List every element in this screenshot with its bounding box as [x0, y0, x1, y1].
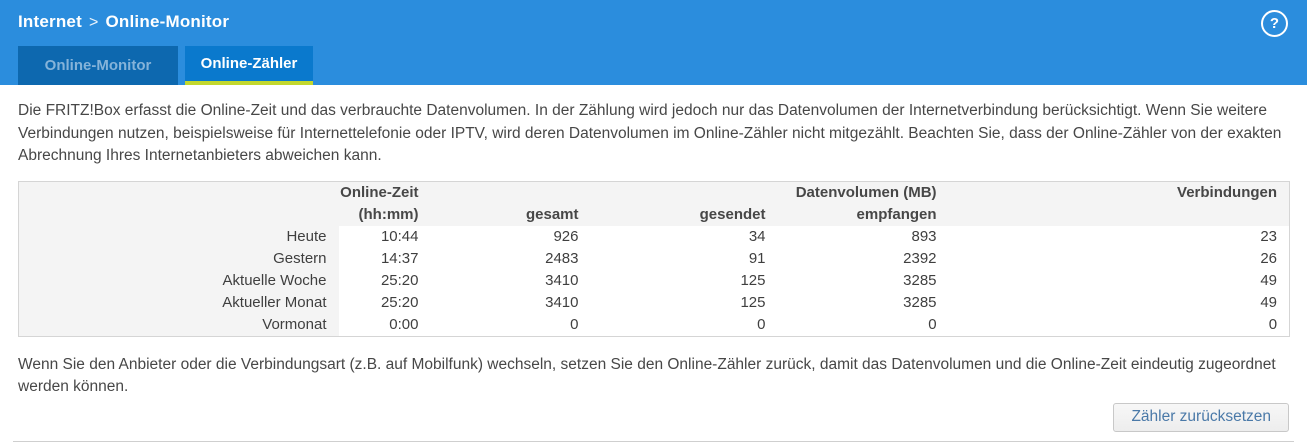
table-row-vormonat: Vormonat 0:00 0 0 0 0 [18, 313, 1290, 336]
table-row-aktuelle-woche: Aktuelle Woche 25:20 3410 125 3285 49 [18, 269, 1290, 292]
cell-online-zeit: 14:37 [380, 250, 419, 267]
cell-empfangen: 3285 [903, 294, 937, 311]
page-header: Internet > Online-Monitor ? Online-Monitor… [0, 0, 1307, 85]
cell-verbindungen: 0 [1268, 316, 1278, 333]
table-header-row-2: (hh:mm) gesamt gesendet empfangen [18, 203, 1290, 226]
table-row-gestern: Gestern 14:37 2483 91 2392 26 [18, 247, 1290, 270]
cell-gesamt: 0 [570, 316, 579, 333]
row-label: Heute [18, 225, 339, 248]
cell-gesamt: 926 [553, 228, 579, 245]
tab-online-zaehler[interactable]: Online-Zähler [185, 46, 313, 85]
cell-gesendet: 125 [740, 272, 766, 289]
table-row-aktueller-monat: Aktueller Monat 25:20 3410 125 3285 49 [18, 291, 1290, 314]
col-header-gesamt: gesamt [525, 206, 579, 223]
cell-gesamt: 2483 [545, 250, 579, 267]
footer-divider [13, 440, 1294, 442]
main-content: Die FRITZ!Box erfasst die Online-Zeit un… [0, 85, 1307, 432]
row-label: Gestern [18, 247, 339, 270]
col-header-gesendet: gesendet [699, 206, 766, 223]
online-counter-table: Online-Zeit Datenvolumen (MB) Verbindung… [18, 180, 1291, 337]
table-header-row-1: Online-Zeit Datenvolumen (MB) Verbindung… [18, 181, 1290, 204]
cell-empfangen: 0 [928, 316, 937, 333]
col-header-online-zeit: Online-Zeit [340, 184, 419, 201]
row-label: Aktuelle Woche [18, 269, 339, 292]
breadcrumb: Internet > Online-Monitor [18, 12, 229, 32]
cell-verbindungen: 23 [1260, 228, 1278, 245]
breadcrumb-page: Online-Monitor [105, 12, 230, 31]
tab-bar: Online-Monitor Online-Zähler [18, 46, 313, 85]
row-label: Aktueller Monat [18, 291, 339, 314]
col-header-empfangen: empfangen [856, 206, 937, 223]
cell-verbindungen: 26 [1260, 250, 1278, 267]
cell-empfangen: 3285 [903, 272, 937, 289]
row-label: Vormonat [18, 313, 339, 336]
cell-online-zeit: 25:20 [380, 272, 419, 289]
header-spacer [949, 204, 1290, 226]
cell-online-zeit: 25:20 [380, 294, 419, 311]
button-row: Zähler zurücksetzen [18, 402, 1289, 432]
cell-gesamt: 3410 [545, 294, 579, 311]
cell-gesamt: 3410 [545, 272, 579, 289]
breadcrumb-section[interactable]: Internet [18, 12, 82, 31]
header-spacer [18, 203, 339, 226]
col-header-hhmm: (hh:mm) [358, 206, 419, 223]
col-header-datenvolumen: Datenvolumen (MB) [795, 184, 937, 201]
cell-empfangen: 893 [911, 228, 937, 245]
cell-verbindungen: 49 [1260, 294, 1278, 311]
intro-paragraph: Die FRITZ!Box erfasst die Online-Zeit un… [18, 102, 1282, 164]
cell-online-zeit: 0:00 [389, 316, 419, 333]
cell-empfangen: 2392 [903, 250, 937, 267]
breadcrumb-separator-icon: > [88, 14, 99, 31]
cell-gesendet: 0 [757, 316, 766, 333]
cell-gesendet: 34 [748, 228, 766, 245]
reset-note-paragraph: Wenn Sie den Anbieter oder die Verbindun… [18, 355, 1276, 396]
cell-gesendet: 91 [748, 250, 766, 267]
cell-verbindungen: 49 [1260, 272, 1278, 289]
tab-online-monitor[interactable]: Online-Monitor [18, 46, 178, 85]
header-spacer [18, 181, 339, 204]
help-icon[interactable]: ? [1261, 10, 1288, 37]
cell-online-zeit: 10:44 [380, 228, 419, 245]
table-row-heute: Heute 10:44 926 34 893 23 [18, 225, 1290, 248]
reset-counter-button[interactable]: Zähler zurücksetzen [1113, 402, 1289, 432]
col-header-verbindungen: Verbindungen [1177, 184, 1278, 201]
cell-gesendet: 125 [740, 294, 766, 311]
